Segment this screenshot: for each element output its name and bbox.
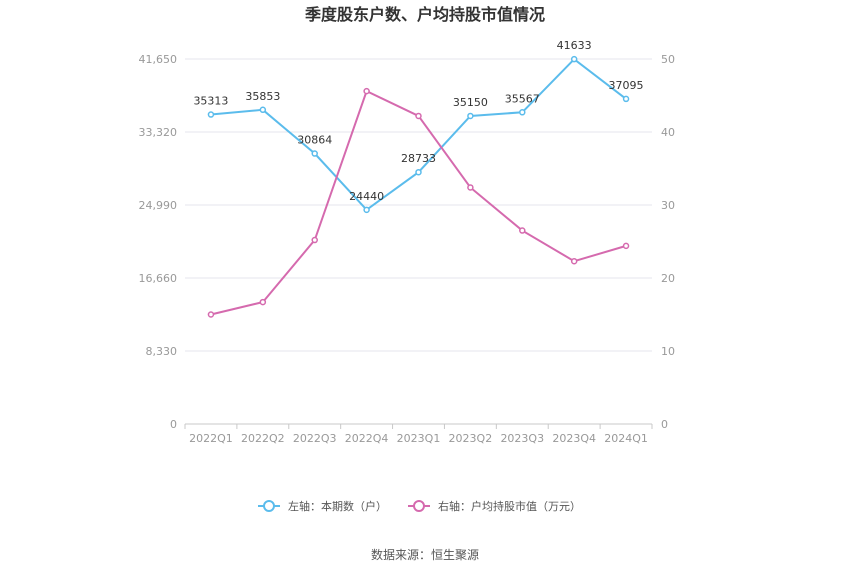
- right-tick-label: 40: [661, 126, 675, 139]
- x-tick-label: 2022Q4: [345, 432, 389, 445]
- left-tick-label: 0: [170, 418, 177, 431]
- avg-holding-value-point: [467, 184, 474, 191]
- x-tick-label: 2022Q1: [189, 432, 233, 445]
- holders-count-point: [207, 111, 215, 118]
- holders-count-point: [467, 112, 474, 120]
- holders-count-point: [415, 168, 422, 176]
- legend-marker: [263, 500, 275, 512]
- holders-count-point: [259, 106, 267, 114]
- data-label: 24440: [349, 190, 384, 203]
- avg-holding-value-line: [210, 89, 627, 316]
- right-tick-label: 50: [661, 53, 675, 66]
- left-tick-label: 41,650: [139, 53, 178, 66]
- data-label: 35567: [505, 92, 540, 105]
- holders-count-point: [570, 55, 578, 63]
- left-tick-label: 8,330: [146, 345, 178, 358]
- holders-count-line: [210, 57, 627, 212]
- data-label: 30864: [297, 134, 332, 147]
- data-label: 41633: [557, 39, 592, 52]
- right-tick-label: 20: [661, 272, 675, 285]
- source-note: 数据来源：恒生聚源: [371, 547, 479, 562]
- avg-holding-value-point: [311, 236, 318, 244]
- chart-title: 季度股东户数、户均持股市值情况: [304, 5, 545, 24]
- data-label: 35150: [453, 96, 488, 109]
- holders-count-point: [363, 206, 370, 214]
- holders-count-point: [622, 95, 630, 103]
- x-tick-label: 2023Q1: [397, 432, 441, 445]
- avg-holding-value-point: [570, 257, 578, 265]
- avg-holding-value-point: [259, 298, 267, 306]
- series-layer: [207, 55, 630, 318]
- data-label: 37095: [609, 79, 644, 92]
- data-label: 28733: [401, 152, 436, 165]
- right-tick-label: 30: [661, 199, 675, 212]
- x-tick-label: 2024Q1: [604, 432, 648, 445]
- legend-holders-count: 左轴：本期数（户）: [288, 499, 387, 513]
- data-labels: 35313 35853 30864 24440 28733 35150 35567 41633…: [193, 39, 643, 203]
- left-tick-label: 16,660: [139, 272, 178, 285]
- x-tick-label: 2022Q3: [293, 432, 337, 445]
- holders-count-point: [311, 150, 318, 157]
- data-label: 35313: [193, 95, 228, 108]
- gridlines: [185, 58, 652, 352]
- avg-holding-value-point: [622, 242, 630, 250]
- right-tick-label: 0: [661, 418, 668, 431]
- axes: 0 0 8,330 10 16,660 20 24,990 30 33,320 40 41,650 5…: [139, 53, 676, 445]
- data-label: 35853: [245, 90, 280, 103]
- holders-count-point: [519, 109, 526, 116]
- right-tick-label: 10: [661, 345, 675, 358]
- avg-holding-value-point: [519, 227, 526, 234]
- avg-holding-value-point: [207, 311, 215, 318]
- legend-avg-holding-value: 右轴：户均持股市值（万元）: [438, 499, 581, 513]
- x-tick-label: 2023Q3: [500, 432, 544, 445]
- avg-holding-value-point: [415, 112, 422, 120]
- legend-marker: [413, 500, 425, 512]
- legend: 左轴：本期数（户） 右轴：户均持股市值（万元）: [258, 499, 581, 513]
- left-tick-label: 33,320: [139, 126, 178, 139]
- left-tick-label: 24,990: [139, 199, 178, 212]
- x-tick-label: 2022Q2: [241, 432, 285, 445]
- x-tick-label: 2023Q4: [552, 432, 596, 445]
- x-tick-label: 2023Q2: [449, 432, 493, 445]
- avg-holding-value-point: [363, 87, 370, 95]
